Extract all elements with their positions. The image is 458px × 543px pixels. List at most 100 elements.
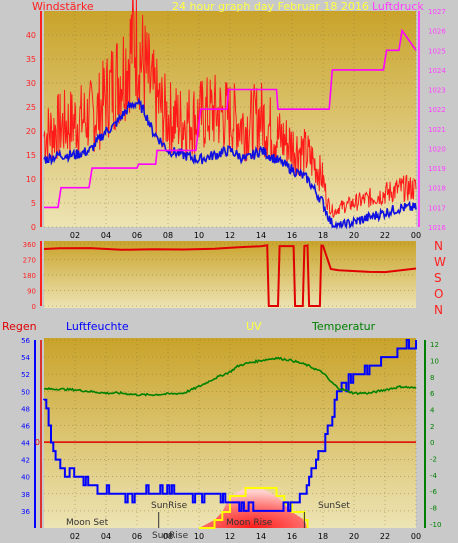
direction-tick-label: 180 bbox=[23, 272, 36, 280]
pressure-tick-label: 1017 bbox=[428, 204, 446, 212]
wind-tick-label: 30 bbox=[26, 79, 36, 88]
pressure-tick-label: 1024 bbox=[428, 67, 446, 75]
temperature-series-line bbox=[43, 356, 417, 397]
lower-x-tick-label: 06 bbox=[132, 532, 142, 541]
wind-x-tick-label: 14 bbox=[256, 231, 266, 240]
humidity-tick-label: 38 bbox=[21, 491, 30, 499]
lower-x-tick-label: 04 bbox=[101, 532, 111, 541]
uv-series-line bbox=[199, 487, 309, 529]
wind-tick-label: 40 bbox=[26, 31, 36, 40]
humidity-tick-label: 36 bbox=[21, 508, 30, 516]
wind-x-tick-label: 10 bbox=[194, 231, 204, 240]
pressure-tick-label: 1026 bbox=[428, 28, 446, 36]
rain-tick-label: 0 bbox=[35, 438, 40, 447]
compass-label-s: S bbox=[434, 271, 442, 285]
temperature-tick-label: 12 bbox=[430, 341, 439, 349]
temperature-tick-label: -10 bbox=[430, 521, 441, 529]
humidity-label: Luftfeuchte bbox=[66, 320, 129, 333]
lower-x-tick-label: 22 bbox=[380, 532, 390, 541]
lower-x-tick-label: 08 bbox=[163, 532, 173, 541]
series-lines bbox=[43, 0, 417, 529]
temperature-label: Temperatur bbox=[312, 320, 376, 333]
wind-tick-label: 5 bbox=[31, 199, 36, 208]
temperature-tick-label: 8 bbox=[430, 374, 434, 382]
wind-tick-label: 20 bbox=[26, 127, 36, 136]
humidity-tick-label: 48 bbox=[21, 405, 30, 413]
wind-tick-label: 35 bbox=[26, 55, 36, 64]
pressure-tick-label: 1018 bbox=[428, 185, 446, 193]
wind-x-tick-label: 20 bbox=[349, 231, 359, 240]
humidity-tick-label: 44 bbox=[21, 440, 30, 448]
moon-set-annotation: Moon Set bbox=[66, 518, 109, 528]
humidity-tick-label: 42 bbox=[21, 457, 30, 465]
pressure-tick-label: 1027 bbox=[428, 8, 446, 16]
temperature-tick-label: -2 bbox=[430, 456, 437, 464]
direction-tick-label: 90 bbox=[27, 288, 36, 296]
compass-label-n-top: N bbox=[434, 239, 443, 253]
wind-tick-label: 25 bbox=[26, 103, 36, 112]
panel-direction-background bbox=[44, 241, 416, 308]
wind-x-tick-label: 22 bbox=[380, 231, 390, 240]
wind-x-tick-label: 02 bbox=[70, 231, 80, 240]
pressure-tick-label: 1020 bbox=[428, 145, 446, 153]
humidity-tick-label: 40 bbox=[21, 474, 30, 482]
humidity-series-line bbox=[43, 339, 417, 512]
direction-series-line bbox=[43, 244, 417, 307]
wind-x-tick-label: 16 bbox=[287, 231, 297, 240]
sunrise-annotation: SunRise bbox=[151, 501, 188, 511]
temperature-tick-label: -4 bbox=[430, 472, 438, 480]
tick-labels: 0510152025303540101610171018101910201021… bbox=[21, 8, 446, 541]
pressure-tick-label: 1019 bbox=[428, 165, 446, 173]
compass-label-w: W bbox=[434, 255, 446, 269]
sunset-annotation: SunSet bbox=[318, 501, 350, 511]
wind-tick-label: 10 bbox=[26, 175, 36, 184]
wind-tick-label: 0 bbox=[31, 223, 36, 232]
rain-label: Regen bbox=[2, 320, 37, 333]
temperature-tick-label: 4 bbox=[430, 406, 435, 414]
temperature-tick-label: -8 bbox=[430, 505, 437, 513]
lower-x-tick-label: 00 bbox=[411, 532, 421, 541]
humidity-tick-label: 46 bbox=[21, 422, 30, 430]
compass-label-o: O bbox=[434, 287, 444, 301]
compass-label-n-bottom: N bbox=[434, 303, 443, 317]
humidity-tick-label: 50 bbox=[21, 388, 30, 396]
uv-label: UV bbox=[246, 320, 262, 333]
wind-avg-series-line bbox=[43, 96, 417, 231]
sunrise-bottom-annotation: SunRise bbox=[152, 531, 189, 541]
moon-rise-annotation: Moon Rise bbox=[226, 518, 273, 528]
pressure-tick-label: 1021 bbox=[428, 126, 446, 134]
lower-x-tick-label: 14 bbox=[256, 532, 266, 541]
temperature-tick-label: 6 bbox=[430, 390, 435, 398]
lower-x-tick-label: 16 bbox=[287, 532, 297, 541]
humidity-tick-label: 54 bbox=[21, 354, 30, 362]
pressure-tick-label: 1022 bbox=[428, 106, 446, 114]
direction-tick-label: 0 bbox=[32, 303, 36, 311]
temperature-tick-label: 2 bbox=[430, 423, 434, 431]
direction-tick-label: 270 bbox=[23, 257, 36, 265]
wind-x-tick-label: 00 bbox=[411, 231, 421, 240]
pressure-tick-label: 1023 bbox=[428, 87, 446, 95]
wind-x-tick-label: 18 bbox=[318, 231, 328, 240]
temperature-tick-label: 10 bbox=[430, 357, 439, 365]
temperature-tick-label: -6 bbox=[430, 488, 438, 496]
humidity-tick-label: 52 bbox=[21, 371, 30, 379]
wind-x-tick-label: 12 bbox=[225, 231, 235, 240]
lower-x-tick-label: 18 bbox=[318, 532, 328, 541]
pressure-tick-label: 1025 bbox=[428, 47, 446, 55]
wind-x-tick-label: 06 bbox=[132, 231, 142, 240]
pressure-tick-label: 1016 bbox=[428, 224, 446, 232]
lower-x-tick-label: 02 bbox=[70, 532, 80, 541]
wind-axis-label: Windstärke bbox=[32, 0, 94, 13]
humidity-tick-label: 56 bbox=[21, 337, 30, 345]
direction-tick-label: 360 bbox=[23, 241, 36, 249]
pressure-series-line bbox=[44, 28, 417, 209]
temperature-tick-label: 0 bbox=[430, 439, 434, 447]
wind-tick-label: 15 bbox=[26, 151, 36, 160]
wind-x-tick-label: 08 bbox=[163, 231, 173, 240]
lower-x-tick-label: 20 bbox=[349, 532, 359, 541]
chart-title: 24 hour graph day Februar 18 2016 bbox=[172, 0, 369, 13]
lower-x-tick-label: 12 bbox=[225, 532, 235, 541]
axes bbox=[34, 11, 426, 528]
pressure-axis-label: Luftdruck bbox=[372, 0, 424, 13]
